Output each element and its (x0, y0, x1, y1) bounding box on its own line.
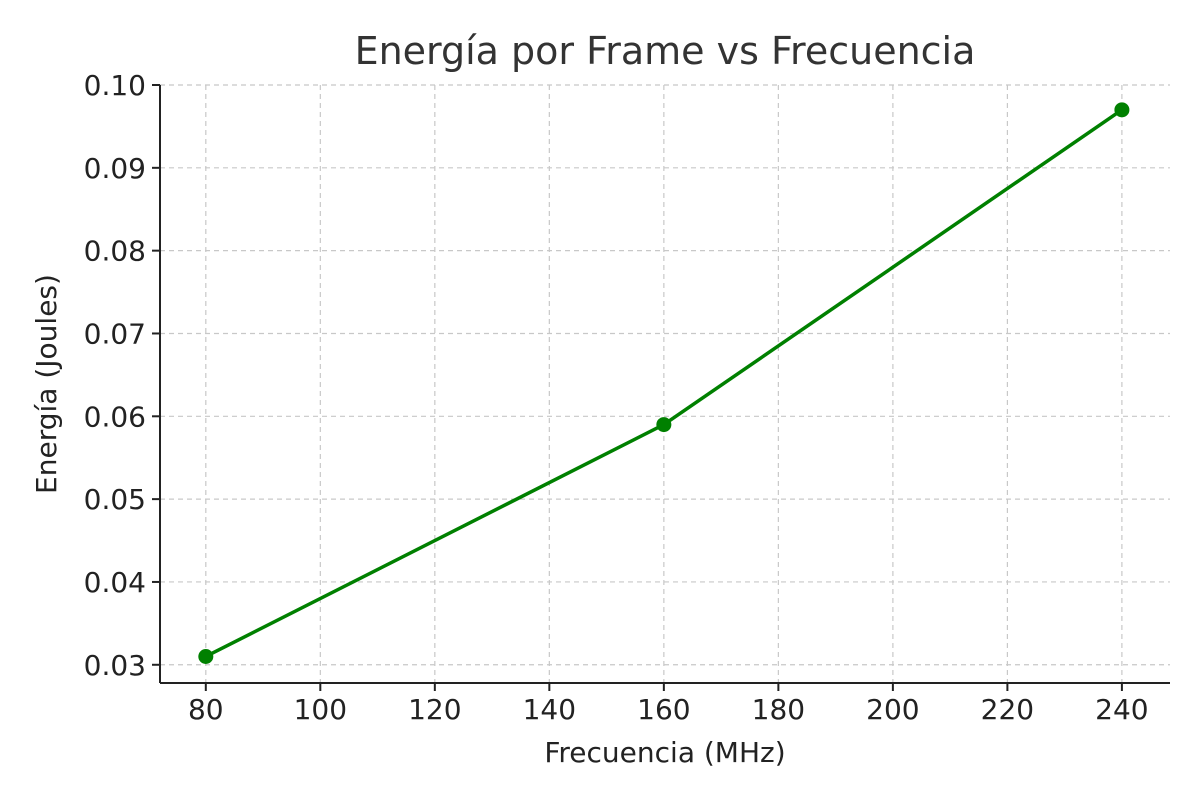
axes (159, 85, 1170, 684)
y-tick-label: 0.05 (84, 483, 146, 516)
y-axis-title: Energía (Joules) (30, 274, 63, 494)
data-point (1114, 102, 1130, 118)
data-point (198, 648, 214, 664)
ticks: 80 100 120 140 160 180 200 220 240 0.03 0.04 0.05 0.… (84, 69, 1149, 726)
x-tick-label: 220 (981, 693, 1034, 726)
x-tick-label: 100 (294, 693, 347, 726)
x-tick-label: 80 (188, 693, 224, 726)
x-tick-label: 160 (637, 693, 690, 726)
x-axis-title: Frecuencia (MHz) (544, 736, 785, 769)
y-tick-label: 0.10 (84, 69, 146, 102)
y-tick-label: 0.04 (84, 566, 146, 599)
grid (160, 84, 1170, 683)
x-tick-label: 240 (1095, 693, 1148, 726)
y-tick-label: 0.07 (84, 317, 146, 350)
x-tick-label: 200 (866, 693, 919, 726)
x-tick-label: 120 (408, 693, 461, 726)
y-tick-label: 0.03 (84, 649, 146, 682)
x-tick-label: 140 (523, 693, 576, 726)
x-tick-label: 180 (752, 693, 805, 726)
series (198, 102, 1130, 664)
y-tick-label: 0.09 (84, 152, 146, 185)
y-tick-label: 0.08 (84, 235, 146, 268)
data-point (656, 417, 672, 433)
y-tick-label: 0.06 (84, 400, 146, 433)
chart-title: Energía por Frame vs Frecuencia (355, 29, 976, 73)
